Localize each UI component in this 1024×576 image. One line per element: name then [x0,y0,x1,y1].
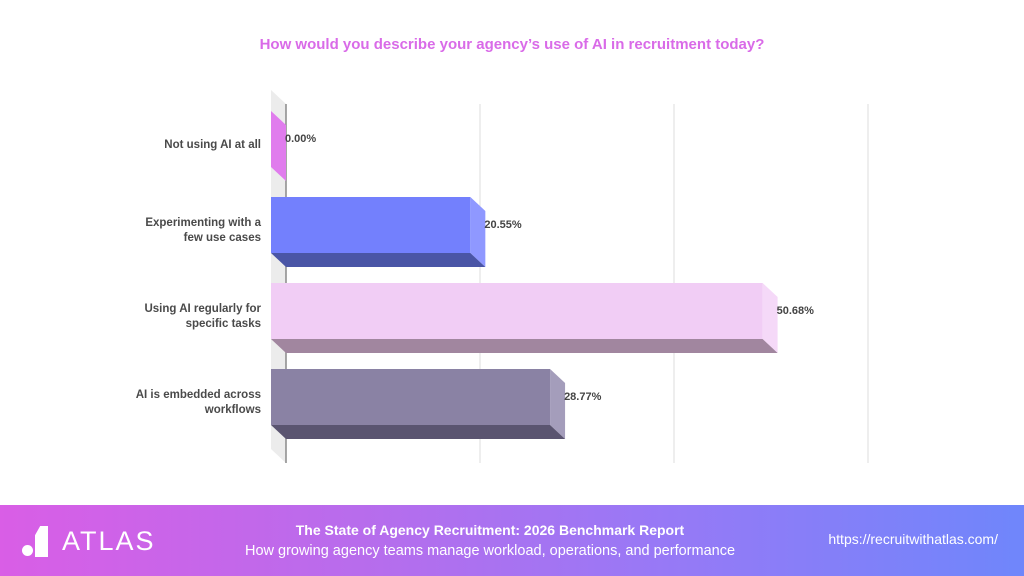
value-label: 0.00% [285,133,317,145]
atlas-logo-icon [22,525,50,557]
brand-name: ATLAS [62,525,156,556]
category-label: Experimenting with a few use cases [145,217,261,244]
value-label: 28.77% [564,391,602,403]
value-label: 20.55% [484,219,522,231]
category-label: Not using AI at all [164,138,261,151]
bar [271,197,486,267]
value-label: 50.68% [776,305,814,317]
category-label: AI is embedded across workflows [135,389,261,416]
bar [271,283,778,353]
bar [271,369,566,439]
report-title: The State of Agency Recruitment: 2026 Be… [295,522,685,538]
atlas-logo[interactable]: ATLAS [22,525,156,557]
report-subtitle: How growing agency teams manage workload… [244,543,736,559]
bar [271,111,286,181]
chart-title: How would you describe your agency’s use… [259,36,765,53]
bars [271,111,778,439]
bar-chart [271,90,869,463]
category-label: Using AI regularly for specific tasks [144,303,261,330]
website-link[interactable]: https://recruitwithatlas.com/ [828,531,998,547]
footer-banner: ATLAS The State of Agency Recruitment: 2… [0,505,1024,576]
